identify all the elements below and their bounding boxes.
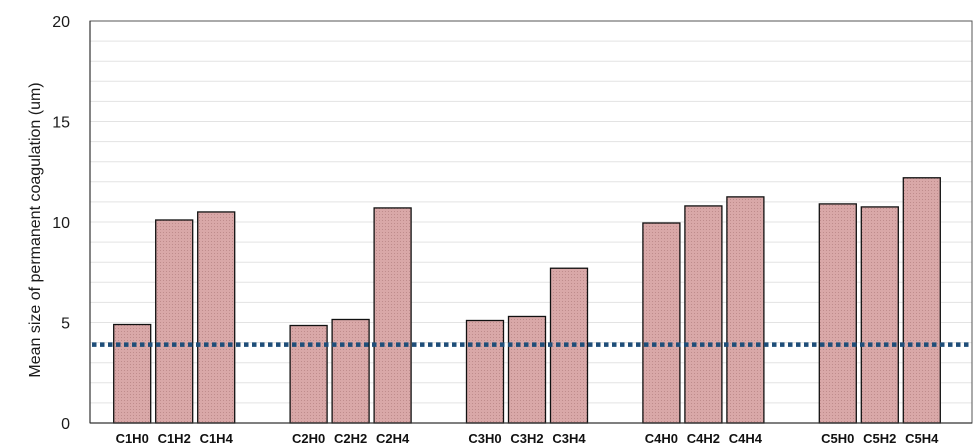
bar-C4H4 — [726, 196, 765, 424]
y-tick-label: 0 — [61, 416, 70, 433]
bar-C2H2 — [331, 318, 370, 424]
y-axis-title: Mean size of permanent coagulation (um) — [27, 82, 44, 377]
bar-C2H4 — [373, 207, 412, 424]
x-tick-label: C4H0 — [645, 431, 678, 446]
y-tick-label: 20 — [52, 14, 70, 31]
y-tick-label: 5 — [61, 316, 70, 333]
bar-C2H0 — [289, 324, 328, 424]
x-tick-label: C2H0 — [292, 431, 325, 446]
bar-C1H2 — [155, 219, 194, 424]
x-tick-label: C5H2 — [863, 431, 896, 446]
bar-C5H4 — [902, 177, 941, 424]
bar-C4H0 — [642, 222, 681, 424]
labels: 0 5 10 15 20 C1H0 C1H2 C1H4 C2H0 C2H2 C2H4 C3H0 C3H2… — [52, 14, 939, 446]
x-tick-label: C4H2 — [687, 431, 720, 446]
x-tick-label: C1H0 — [116, 431, 149, 446]
y-tick-label: 15 — [52, 115, 70, 132]
gridlines — [90, 40, 972, 404]
bar-C4H2 — [684, 205, 723, 424]
bar-C1H4 — [197, 211, 236, 424]
x-tick-label: C2H4 — [376, 431, 410, 446]
x-tick-label: C3H4 — [552, 431, 586, 446]
x-tick-label: C5H0 — [821, 431, 854, 446]
bar-C3H0 — [465, 319, 505, 424]
x-tick-label: C3H2 — [510, 431, 543, 446]
bars — [113, 177, 941, 424]
x-tick-label: C4H4 — [729, 431, 763, 446]
axes — [89, 20, 973, 424]
bar-C1H0 — [113, 323, 152, 424]
x-tick-label: C3H0 — [468, 431, 501, 446]
bar-C5H0 — [818, 203, 857, 424]
bar-C3H2 — [507, 315, 547, 424]
x-tick-label: C5H4 — [905, 431, 939, 446]
x-tick-label: C1H2 — [158, 431, 191, 446]
bar-C5H2 — [860, 206, 899, 424]
y-tick-label: 10 — [52, 215, 70, 232]
x-tick-label: C2H2 — [334, 431, 367, 446]
x-tick-label: C1H4 — [200, 431, 234, 446]
